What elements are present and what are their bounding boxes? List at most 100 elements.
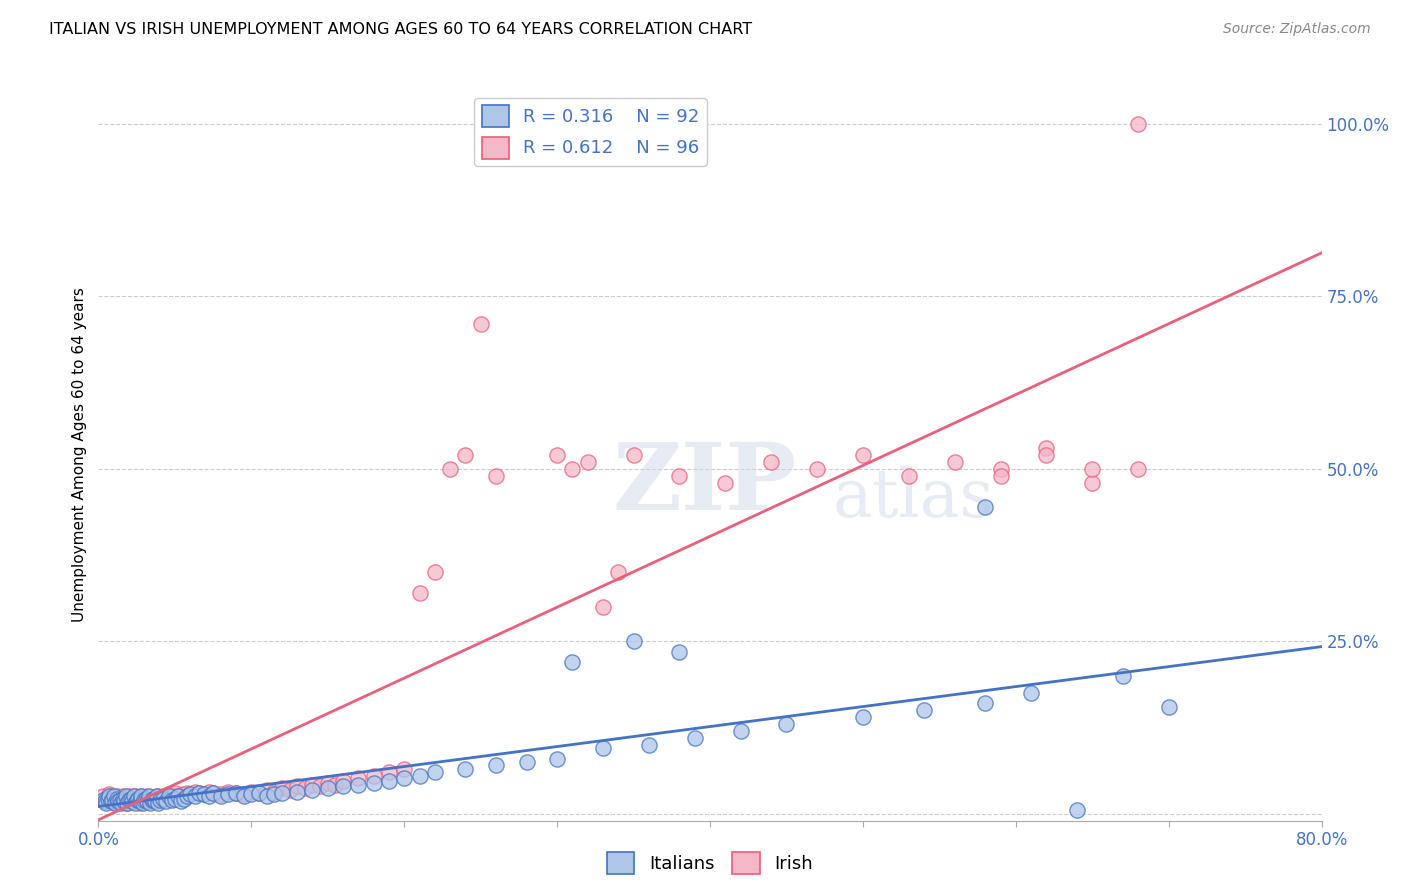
Point xyxy=(111,789,134,804)
Point xyxy=(136,789,159,804)
Point xyxy=(546,448,568,462)
Point xyxy=(101,794,124,808)
Point xyxy=(392,762,416,776)
Point xyxy=(152,791,174,805)
Point xyxy=(97,793,120,807)
Point xyxy=(172,788,194,802)
Point xyxy=(179,788,201,802)
Point xyxy=(93,794,115,808)
Point xyxy=(363,769,385,783)
Point xyxy=(121,794,143,808)
Point xyxy=(263,785,285,799)
Point xyxy=(301,778,323,792)
Point xyxy=(392,771,416,785)
Point xyxy=(607,566,630,580)
Point xyxy=(668,644,690,658)
Point xyxy=(110,793,132,807)
Point xyxy=(232,789,254,804)
Point xyxy=(247,786,270,800)
Point xyxy=(1157,699,1180,714)
Point xyxy=(138,789,160,804)
Point xyxy=(912,703,935,717)
Point xyxy=(120,791,142,805)
Point xyxy=(193,788,215,802)
Point xyxy=(160,789,183,804)
Point xyxy=(167,789,190,804)
Point xyxy=(278,782,301,797)
Point xyxy=(470,317,492,331)
Point xyxy=(105,789,128,804)
Point xyxy=(202,786,225,800)
Point xyxy=(143,794,166,808)
Point xyxy=(285,785,308,799)
Point xyxy=(363,775,385,789)
Point xyxy=(91,793,114,807)
Point xyxy=(943,455,966,469)
Point xyxy=(378,765,401,780)
Point xyxy=(301,782,323,797)
Point xyxy=(122,789,145,804)
Point xyxy=(127,791,149,805)
Point xyxy=(184,785,207,799)
Point xyxy=(146,797,169,811)
Point xyxy=(142,791,165,805)
Point xyxy=(149,793,172,807)
Point xyxy=(170,794,193,808)
Point xyxy=(592,599,614,614)
Point xyxy=(136,794,159,808)
Point xyxy=(124,789,146,804)
Point xyxy=(485,758,508,772)
Point xyxy=(1112,669,1135,683)
Point xyxy=(152,789,174,804)
Point xyxy=(129,789,152,804)
Point xyxy=(454,762,477,776)
Point xyxy=(115,791,138,805)
Point xyxy=(217,788,239,802)
Point xyxy=(100,794,122,808)
Point xyxy=(132,797,155,811)
Point xyxy=(209,788,232,802)
Point xyxy=(163,791,186,805)
Point xyxy=(112,794,135,808)
Point xyxy=(160,793,183,807)
Point xyxy=(454,448,477,462)
Point xyxy=(332,773,354,788)
Point xyxy=(225,786,247,800)
Point xyxy=(197,785,219,799)
Point xyxy=(115,789,138,804)
Point xyxy=(98,788,121,802)
Point xyxy=(576,455,599,469)
Point xyxy=(155,794,177,808)
Point xyxy=(97,791,120,805)
Point xyxy=(990,468,1012,483)
Point xyxy=(105,791,128,805)
Point xyxy=(637,738,661,752)
Point xyxy=(225,786,247,800)
Point xyxy=(127,791,149,805)
Point xyxy=(117,797,139,811)
Point xyxy=(423,765,446,780)
Point xyxy=(176,789,198,804)
Point xyxy=(714,475,737,490)
Point xyxy=(142,791,165,805)
Point xyxy=(98,789,121,804)
Point xyxy=(103,791,125,805)
Point xyxy=(240,785,263,799)
Point xyxy=(232,788,254,802)
Point xyxy=(408,586,430,600)
Point xyxy=(184,789,207,804)
Point xyxy=(561,655,583,669)
Point xyxy=(759,455,782,469)
Point xyxy=(516,755,538,769)
Point xyxy=(990,461,1012,475)
Point xyxy=(117,797,139,811)
Point xyxy=(118,793,141,807)
Point xyxy=(129,789,152,804)
Point xyxy=(270,786,292,800)
Point xyxy=(240,788,263,802)
Point xyxy=(730,723,752,738)
Point xyxy=(256,789,278,804)
Point xyxy=(155,791,177,805)
Point xyxy=(256,782,278,797)
Point xyxy=(316,780,339,795)
